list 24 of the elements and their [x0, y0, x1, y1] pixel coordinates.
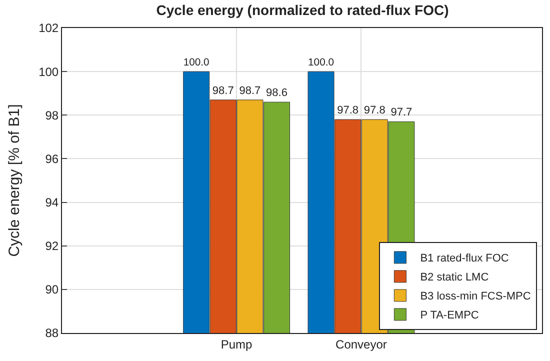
data-label: 98.6 — [266, 87, 288, 100]
data-label: 98.7 — [239, 84, 261, 97]
legend-label: B1 rated-flux FOC — [420, 252, 509, 265]
data-label: 97.7 — [390, 106, 412, 119]
data-label: 97.8 — [364, 104, 386, 116]
data-label: 100.0 — [183, 58, 210, 69]
data-label: 98.7 — [212, 84, 234, 97]
y-tick-label: 98 — [45, 108, 59, 122]
data-label: 100.0 — [308, 58, 334, 69]
y-tick-label: 90 — [45, 282, 59, 297]
y-tick-label: 96 — [45, 152, 59, 166]
legend-label: B2 static LMC — [420, 272, 489, 284]
y-axis-title: Cycle energy [% of B1] — [6, 104, 23, 257]
y-tick-label: 92 — [45, 239, 59, 254]
x-tick-label: Pump — [220, 337, 253, 352]
legend-label: P TA-EMPC — [420, 310, 479, 322]
x-tick-label: Conveyor — [336, 337, 387, 352]
y-tick-label: 88 — [45, 326, 59, 340]
chart-title: Cycle energy (normalized to rated-flux FOC) — [156, 2, 449, 18]
y-tick-label: 102 — [38, 21, 59, 36]
data-label: 97.8 — [337, 104, 359, 116]
legend-label: B3 loss-min FCS-MPC — [420, 290, 531, 303]
y-tick-label: 94 — [45, 195, 59, 210]
y-tick-label: 100 — [38, 64, 59, 79]
